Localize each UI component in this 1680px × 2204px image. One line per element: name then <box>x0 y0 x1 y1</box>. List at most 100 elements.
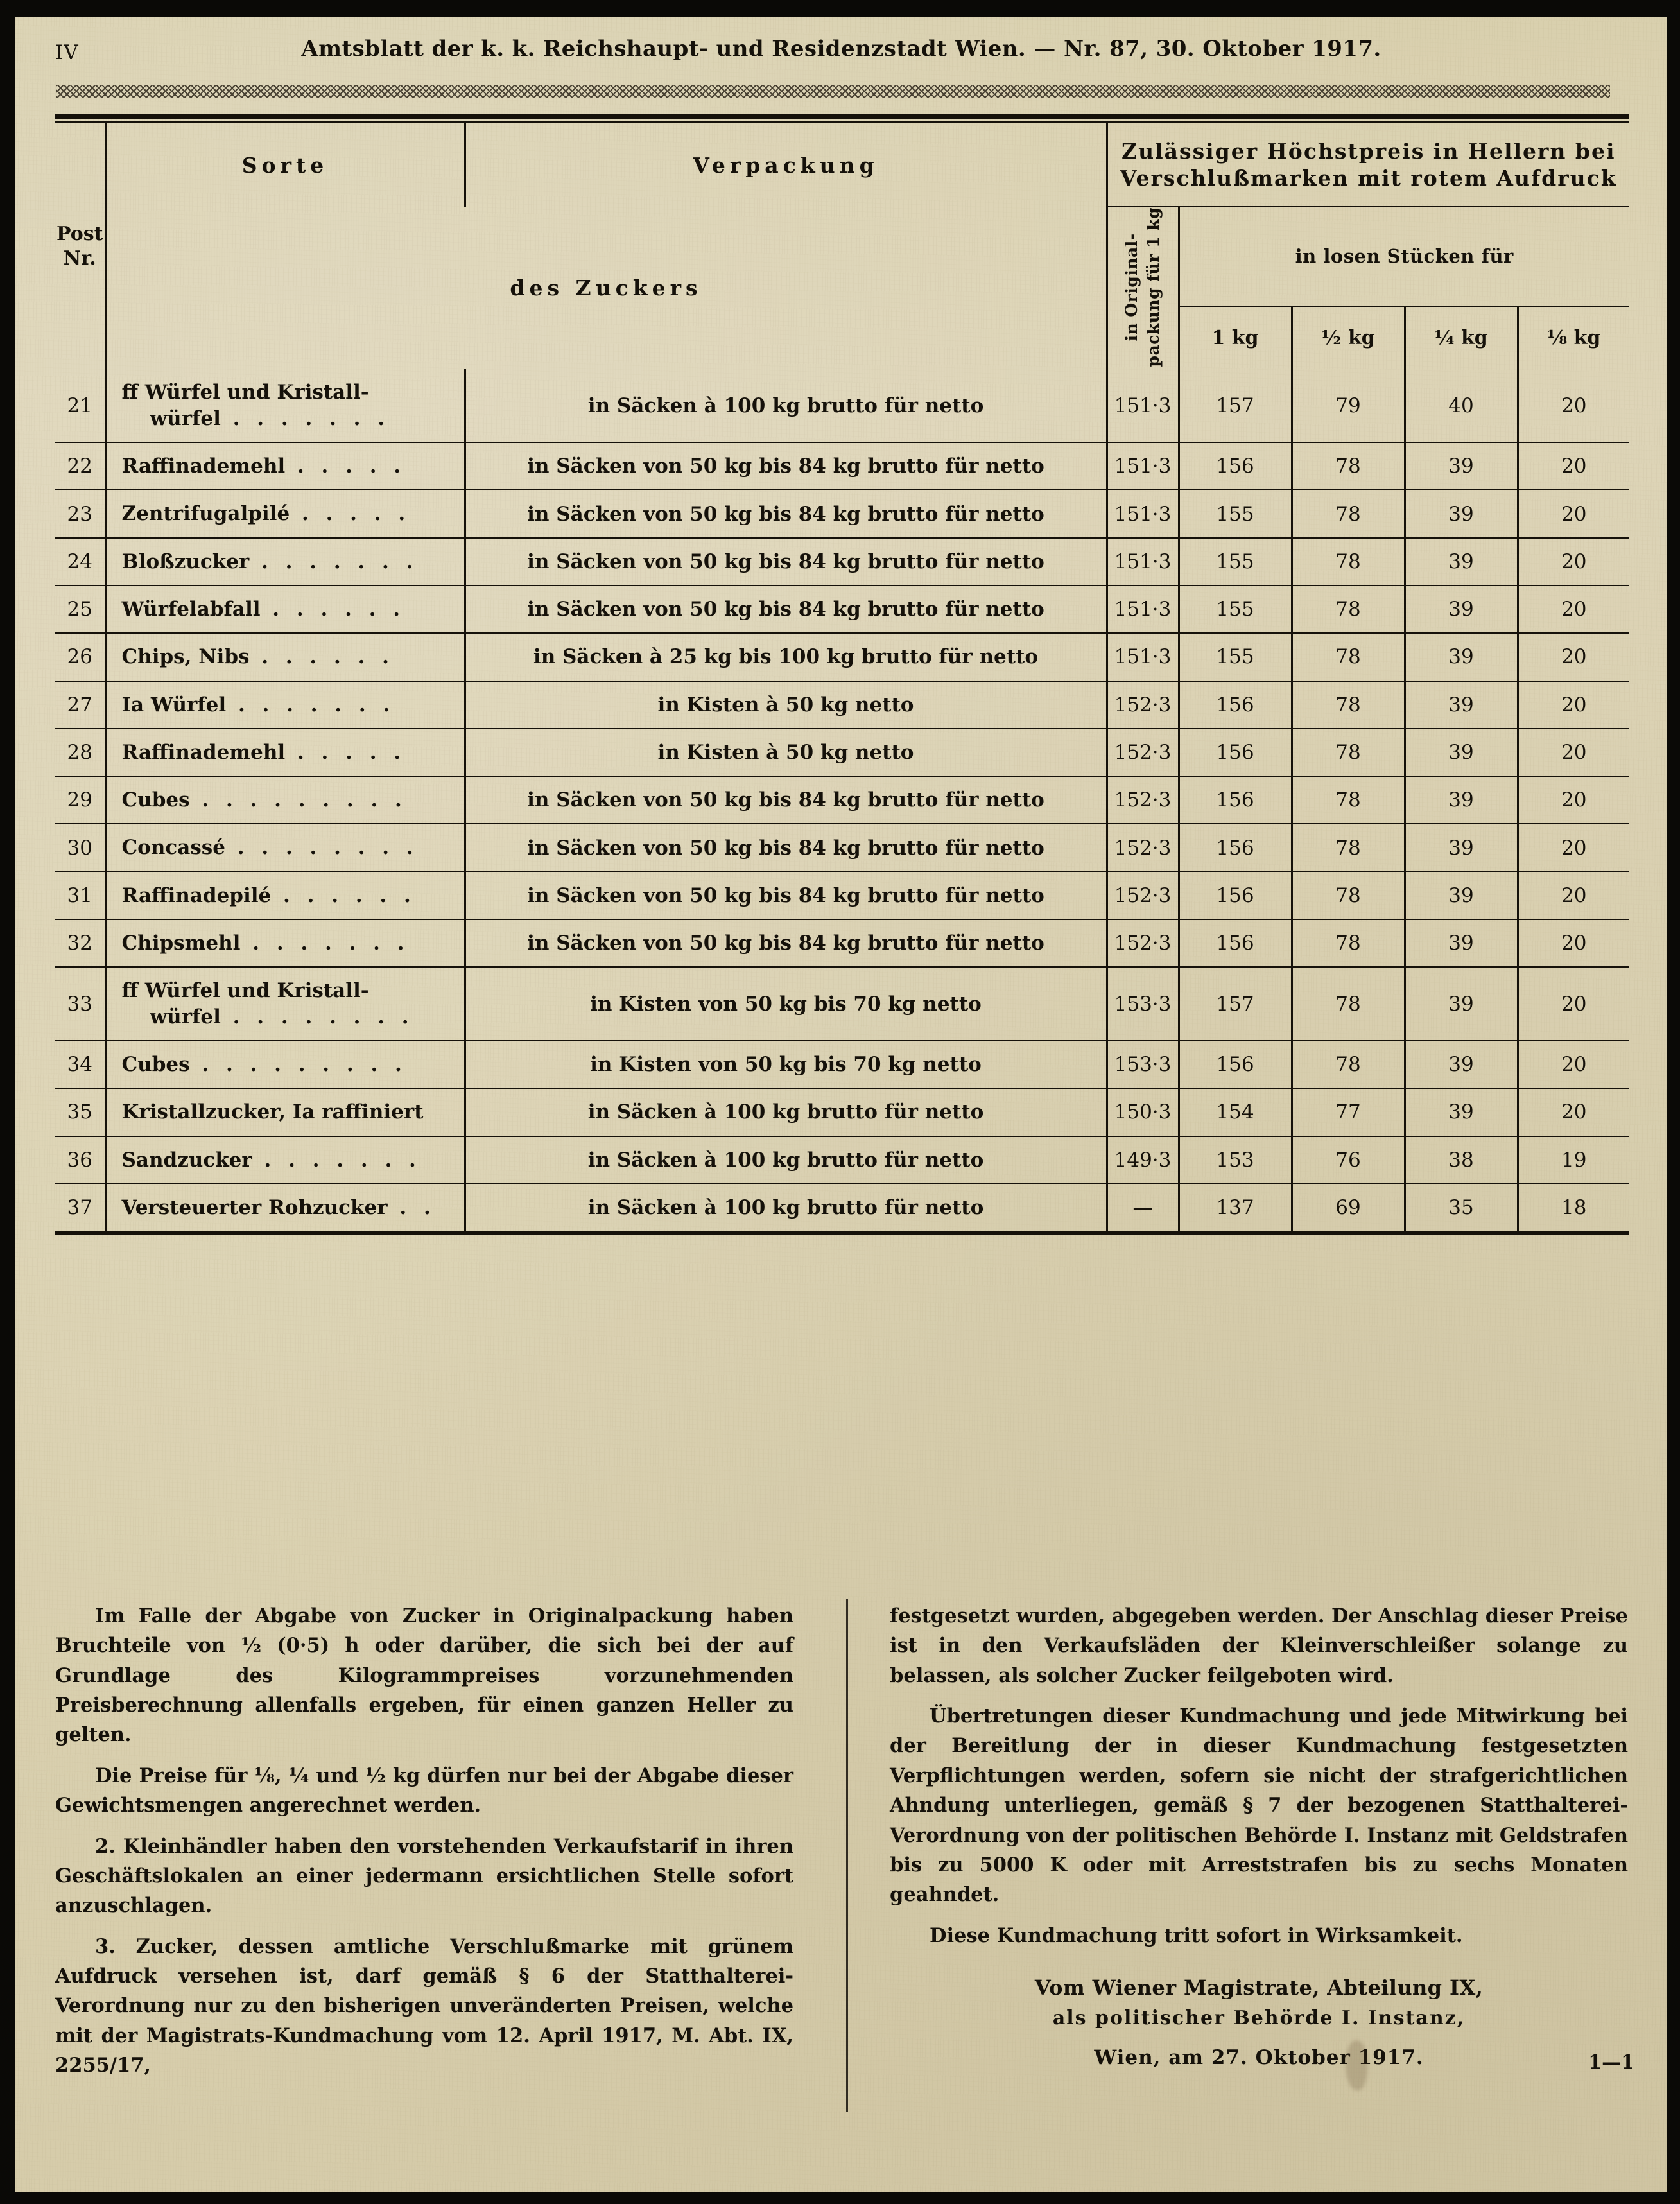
paper-stain <box>1346 2040 1367 2090</box>
cell-price-eighth-kg: 20 <box>1518 919 1629 968</box>
cell-price-half-kg: 76 <box>1292 1136 1406 1184</box>
cell-price-1kg: 156 <box>1179 442 1293 491</box>
table-row: 30 Concassé . . . . . . . . in Säcken von … <box>55 824 1629 872</box>
cell-post-nr: 33 <box>55 967 107 1041</box>
cell-post-nr: 36 <box>55 1136 107 1184</box>
cell-post-nr: 24 <box>55 537 107 586</box>
cell-price-quarter-kg: 40 <box>1405 369 1519 444</box>
cell-price-quarter-kg: 39 <box>1405 871 1519 921</box>
table-row: 26 Chips, Nibs . . . . . . in Säcken à 25 … <box>55 633 1629 682</box>
cell-price-eighth-kg: 19 <box>1518 1136 1629 1184</box>
cell-price-eighth-kg: 20 <box>1518 728 1629 777</box>
cell-price-half-kg: 79 <box>1292 369 1406 444</box>
notes-right-column: festgesetzt wurden, abgegeben werden. De… <box>890 1601 1634 2074</box>
cell-sorte: Versteuerter Rohzucker . . <box>105 1183 466 1231</box>
leader-dots: . . . . . . . . <box>220 1005 414 1028</box>
cell-post-nr: 25 <box>55 585 107 634</box>
header-weight-1kg: 1 kg <box>1179 306 1293 370</box>
sorte-label: Raffinademehl <box>121 455 286 478</box>
cell-sorte: Cubes . . . . . . . . . <box>105 1040 466 1089</box>
table-row: 29 Cubes . . . . . . . . . in Säcken von 5… <box>55 776 1629 825</box>
sorte-line-1: ff Würfel und Kristall- <box>121 381 369 404</box>
table-row: 34 Cubes . . . . . . . . . in Kisten von 5… <box>55 1040 1629 1089</box>
cell-price-eighth-kg: 20 <box>1518 1040 1629 1089</box>
cell-price-eighth-kg: 20 <box>1518 1088 1629 1137</box>
header-row-top: Post Nr. Sorte Verpackung Zulässiger Höch… <box>55 123 1629 370</box>
cell-price-quarter-kg: 39 <box>1405 824 1519 872</box>
cell-post-nr: 22 <box>55 442 107 491</box>
cell-sorte: Raffinadepilé . . . . . . <box>105 871 466 921</box>
cell-post-nr: 32 <box>55 919 107 968</box>
table-row: 28 Raffinademehl . . . . . in Kisten à 50 … <box>55 728 1629 777</box>
cell-post-nr: 27 <box>55 681 107 729</box>
note-paragraph: 3. Zucker, dessen amtliche Verschlußmark… <box>55 1934 793 2078</box>
header-weight-quarter-kg: ¼ kg <box>1405 306 1519 370</box>
note-paragraph: Diese Kundmachung tritt sofort in Wirksa… <box>930 1923 1463 1947</box>
header-row-middle: des Zuckers in Original-packung für 1 kg… <box>55 207 1629 370</box>
sorte-label: Bloßzucker <box>121 550 250 573</box>
note-paragraph: Übertretungen dieser Kundmachung und jed… <box>890 1705 1628 1907</box>
cell-price-half-kg: 78 <box>1292 776 1406 825</box>
table-row: 32 Chipsmehl . . . . . . . in Säcken von 5… <box>55 919 1629 968</box>
cell-price-original-packung: 153·3 <box>1107 1040 1180 1089</box>
cell-sorte: Zentrifugalpilé . . . . . <box>105 490 466 539</box>
cell-price-quarter-kg: 39 <box>1405 537 1519 586</box>
scan-edge-right <box>1667 0 1680 2204</box>
cell-post-nr: 35 <box>55 1088 107 1137</box>
cell-price-1kg: 154 <box>1179 1088 1293 1137</box>
cell-price-original-packung: 152·3 <box>1107 776 1180 825</box>
cell-verpackung: in Säcken à 25 kg bis 100 kg brutto für … <box>465 633 1108 682</box>
sorte-line-2: würfel . . . . . . . . <box>150 1005 414 1028</box>
note-paragraph: Die Preise für ⅛, ¼ und ½ kg dürfen nur … <box>55 1764 793 1818</box>
sorte-label: Concassé <box>121 836 225 860</box>
table-row: 21 ff Würfel und Kristall-würfel . . . . … <box>55 369 1629 444</box>
page-mark: 1—1 <box>1588 2051 1634 2074</box>
cell-price-1kg: 155 <box>1179 490 1293 539</box>
cell-sorte: Chips, Nibs . . . . . . <box>105 633 466 682</box>
cell-sorte: Cubes . . . . . . . . . <box>105 776 466 825</box>
leader-dots: . . . . . <box>285 455 406 478</box>
cell-price-quarter-kg: 39 <box>1405 1088 1519 1137</box>
sorte-line-2: würfel . . . . . . . <box>150 406 390 430</box>
cell-price-1kg: 153 <box>1179 1136 1293 1184</box>
table-row: 22 Raffinademehl . . . . . in Säcken von 5… <box>55 442 1629 491</box>
cell-price-quarter-kg: 39 <box>1405 728 1519 777</box>
cell-verpackung: in Säcken à 100 kg brutto für netto <box>465 369 1108 444</box>
sorte-label: Chipsmehl <box>121 932 241 955</box>
header-des-zuckers: des Zuckers <box>105 207 1108 370</box>
cell-price-original-packung: 151·3 <box>1107 537 1180 586</box>
cell-price-original-packung: 151·3 <box>1107 369 1180 444</box>
header-row-bottom: 1 kg ½ kg ¼ kg ⅛ kg <box>55 306 1629 370</box>
cell-price-original-packung: 152·3 <box>1107 681 1180 729</box>
cell-sorte: Chipsmehl . . . . . . . <box>105 919 466 968</box>
cell-price-1kg: 156 <box>1179 919 1293 968</box>
cell-price-original-packung: 152·3 <box>1107 824 1180 872</box>
cell-price-1kg: 156 <box>1179 824 1293 872</box>
header-weight-half-kg: ½ kg <box>1292 306 1406 370</box>
cell-price-original-packung: 152·3 <box>1107 871 1180 921</box>
leader-dots: . . <box>387 1195 436 1219</box>
leader-dots: . . . . . . . . <box>225 836 419 860</box>
sorte-label: Würfelabfall <box>121 597 261 621</box>
signature-block: Vom Wiener Magistrate, Abteilung IX, als… <box>890 1972 1634 2074</box>
sorte-label: Cubes <box>121 788 190 812</box>
column-divider <box>846 1599 848 2112</box>
cell-price-half-kg: 78 <box>1292 490 1406 539</box>
cell-price-quarter-kg: 39 <box>1405 490 1519 539</box>
cell-price-original-packung: 151·3 <box>1107 585 1180 634</box>
cell-price-eighth-kg: 20 <box>1518 776 1629 825</box>
paper-sheet: IV Amtsblatt der k. k. Reichshaupt- und … <box>15 17 1667 2192</box>
cell-price-original-packung: 151·3 <box>1107 490 1180 539</box>
running-head: IV Amtsblatt der k. k. Reichshaupt- und … <box>15 30 1667 98</box>
cell-price-1kg: 137 <box>1179 1183 1293 1231</box>
leader-dots: . . . . . <box>290 502 411 526</box>
cell-price-half-kg: 78 <box>1292 585 1406 634</box>
cell-sorte: Ia Würfel . . . . . . . <box>105 681 466 729</box>
sorte-label: Ia Würfel <box>121 693 227 716</box>
cell-verpackung: in Säcken von 50 kg bis 84 kg brutto für… <box>465 919 1108 968</box>
cell-price-quarter-kg: 39 <box>1405 442 1519 491</box>
cell-price-1kg: 157 <box>1179 967 1293 1041</box>
cell-verpackung: in Säcken von 50 kg bis 84 kg brutto für… <box>465 776 1108 825</box>
cell-price-original-packung: 153·3 <box>1107 967 1180 1041</box>
